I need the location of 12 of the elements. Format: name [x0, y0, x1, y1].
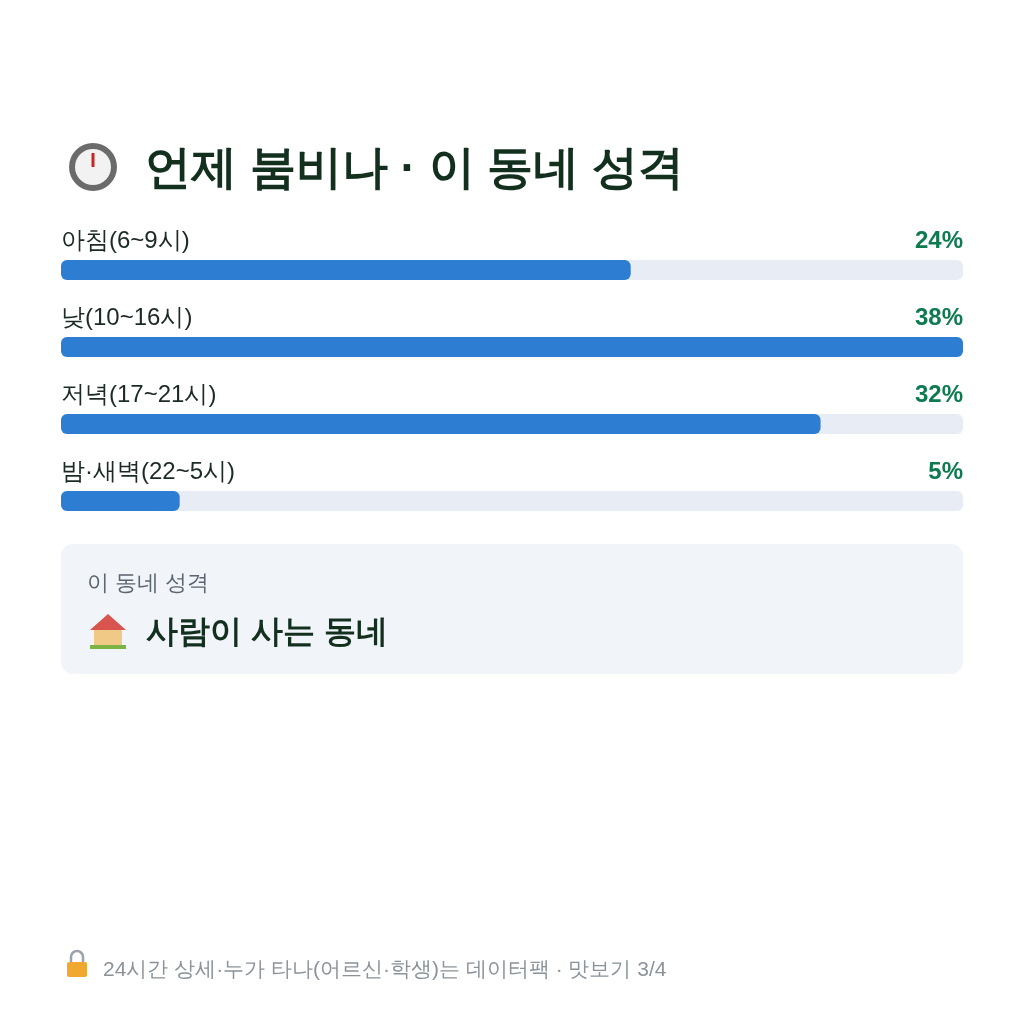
text: 사람이 사는 동네 [146, 613, 388, 649]
data-label: 38% [914, 303, 963, 330]
chart-title: 언제 붐비나 · 이 동네 성격 [145, 141, 685, 193]
y-tick-label: 밤·새벽(22~5시) [61, 457, 236, 484]
y-tick-label: 낮(10~16시) [61, 303, 193, 330]
y-tick-label: 아침(6~9시) [61, 226, 190, 253]
data-label: 5% [928, 457, 963, 484]
data-label: 32% [914, 380, 963, 407]
data-label: 24% [914, 226, 963, 253]
text: 24시간 상세·누가 타나(어르신·학생)는 데이터팩 · 맛보기 3/4 [103, 957, 667, 980]
text: 이 동네 성격 [87, 570, 210, 595]
y-tick-label: 저녁(17~21시) [61, 380, 217, 407]
